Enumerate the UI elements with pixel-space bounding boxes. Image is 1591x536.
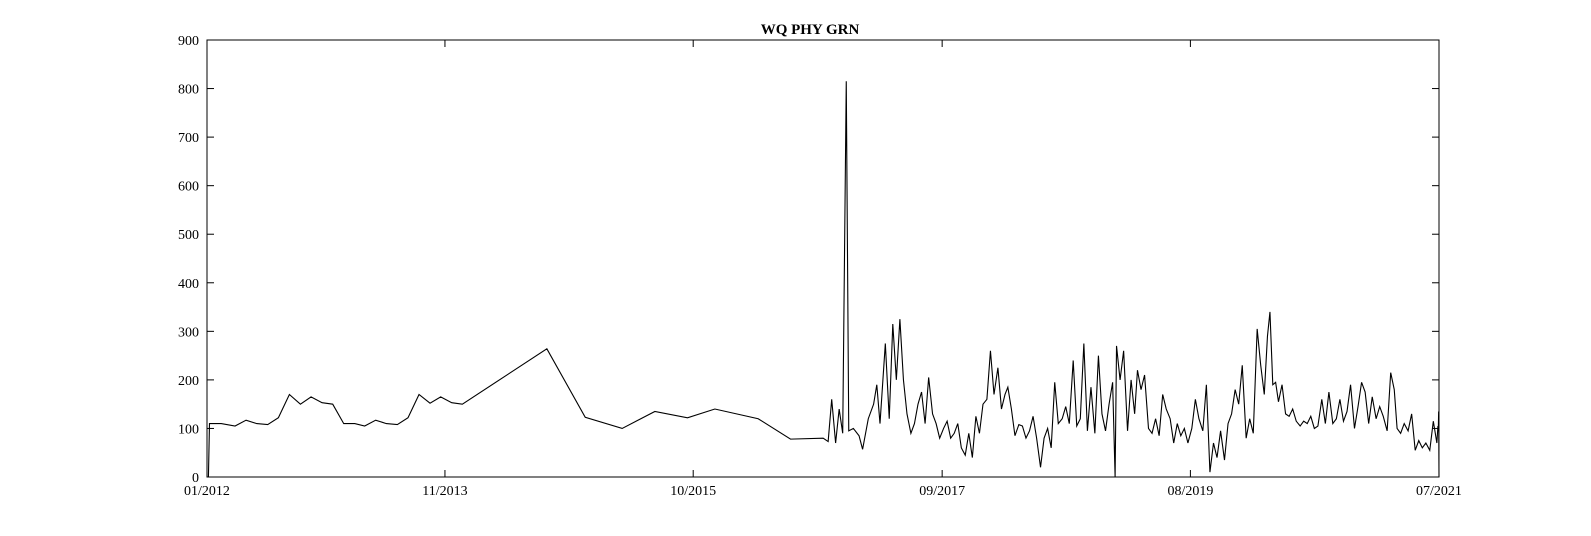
y-tick-label: 900: [178, 34, 199, 49]
y-tick-label: 200: [178, 374, 199, 389]
y-tick-label: 600: [178, 180, 199, 195]
x-axis: 01/2012 11/2013 10/2015 09/2017 08/2019 07/20…: [184, 40, 1462, 499]
series-layer: [207, 81, 1440, 478]
y-tick-label: 400: [178, 277, 199, 292]
y-tick-label: 800: [178, 83, 199, 98]
y-tick-label: 100: [178, 422, 199, 437]
y-tick-label: 500: [178, 228, 199, 243]
x-tick-label: 07/2021: [1416, 484, 1462, 499]
y-tick-label: 300: [178, 325, 199, 340]
series-line: [207, 81, 1440, 478]
plot-area-frame: [206, 39, 1440, 478]
x-tick-label: 11/2013: [422, 484, 467, 499]
y-tick-label: 0: [192, 471, 199, 486]
chart-title: WQ PHY GRN: [761, 22, 860, 38]
y-axis: 0 100 200 300 400 500 600 700 800 900: [178, 34, 1439, 486]
x-tick-label: 09/2017: [919, 484, 965, 499]
x-tick-label: 10/2015: [670, 484, 716, 499]
x-tick-label: 01/2012: [184, 484, 230, 499]
x-tick-label: 08/2019: [1167, 484, 1213, 499]
y-tick-label: 700: [178, 131, 199, 146]
